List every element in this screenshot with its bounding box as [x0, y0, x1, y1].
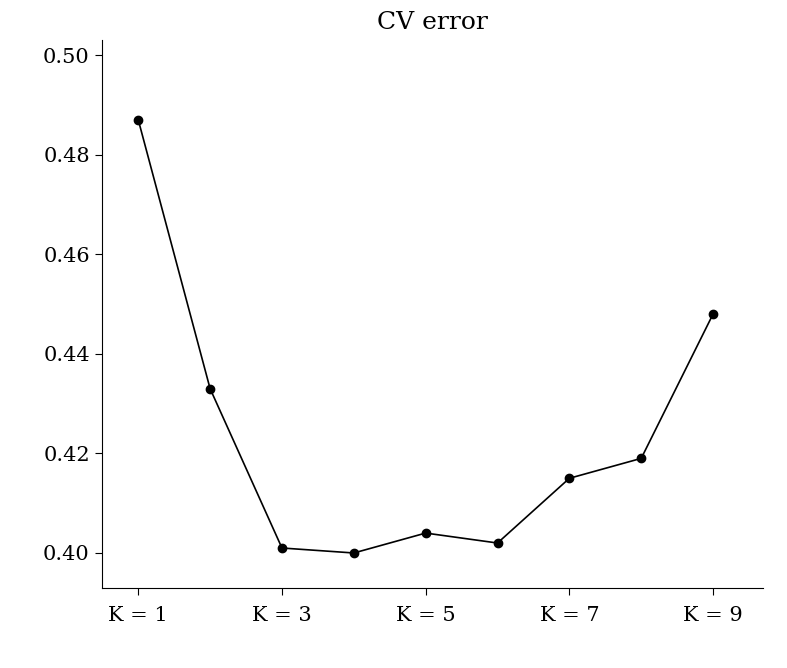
Title: CV error: CV error: [378, 11, 488, 34]
